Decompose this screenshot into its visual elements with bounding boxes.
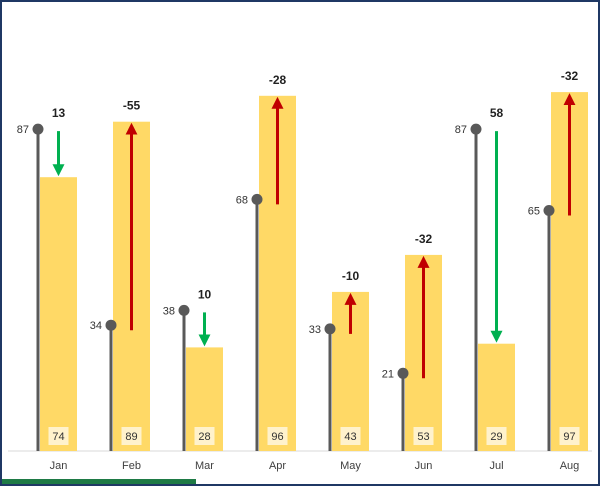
curr-value-label: 53 bbox=[417, 431, 429, 443]
prev-value-label: 21 bbox=[382, 368, 394, 380]
stem-dot-jun bbox=[397, 367, 409, 379]
stem-dot-apr bbox=[251, 193, 263, 205]
category-label: May bbox=[340, 460, 361, 472]
category-label: Apr bbox=[269, 460, 286, 472]
stem-dot-feb bbox=[105, 319, 117, 331]
value-box bbox=[121, 427, 142, 445]
curr-value-label: 89 bbox=[125, 431, 137, 443]
curr-value-label: 96 bbox=[271, 431, 283, 443]
prev-value-label: 34 bbox=[90, 320, 102, 332]
curr-value-label: 28 bbox=[198, 431, 210, 443]
delta-label: -55 bbox=[123, 99, 141, 113]
prev-value-label: 87 bbox=[17, 124, 29, 136]
category-label: Feb bbox=[122, 460, 141, 472]
prev-value-label: 65 bbox=[528, 206, 540, 218]
value-box bbox=[340, 427, 361, 445]
curr-value-label: 97 bbox=[563, 431, 575, 443]
value-box bbox=[194, 427, 215, 445]
delta-label: -32 bbox=[415, 232, 433, 246]
delta-label: -32 bbox=[561, 69, 579, 83]
category-label: Jun bbox=[415, 460, 433, 472]
value-box bbox=[486, 427, 507, 445]
prev-value-label: 38 bbox=[163, 305, 175, 317]
bottom-accent-bar bbox=[2, 479, 196, 484]
curr-value-label: 29 bbox=[490, 431, 502, 443]
delta-label: 13 bbox=[52, 106, 66, 120]
curr-value-label: 74 bbox=[52, 431, 64, 443]
stem-dot-jul bbox=[470, 123, 482, 135]
delta-label: 58 bbox=[490, 106, 504, 120]
bar-jan bbox=[40, 177, 77, 451]
value-box bbox=[48, 427, 69, 445]
prev-value-label: 68 bbox=[236, 194, 248, 206]
prev-value-label: 87 bbox=[455, 124, 467, 136]
stem-dot-jan bbox=[32, 123, 44, 135]
prev-value-label: 33 bbox=[309, 324, 321, 336]
stem-dot-aug bbox=[543, 205, 555, 216]
category-label: Jul bbox=[489, 460, 503, 472]
delta-label: -10 bbox=[342, 269, 360, 283]
category-label: Mar bbox=[195, 460, 214, 472]
delta-label: 10 bbox=[198, 287, 212, 301]
delta-label: -28 bbox=[269, 73, 287, 87]
value-box bbox=[413, 427, 434, 445]
stem-dot-mar bbox=[178, 304, 190, 316]
category-label: Aug bbox=[560, 460, 580, 472]
value-box bbox=[267, 427, 288, 445]
category-label: Jan bbox=[50, 460, 68, 472]
value-box bbox=[559, 427, 580, 445]
curr-value-label: 43 bbox=[344, 431, 356, 443]
stem-dot-may bbox=[324, 323, 336, 335]
